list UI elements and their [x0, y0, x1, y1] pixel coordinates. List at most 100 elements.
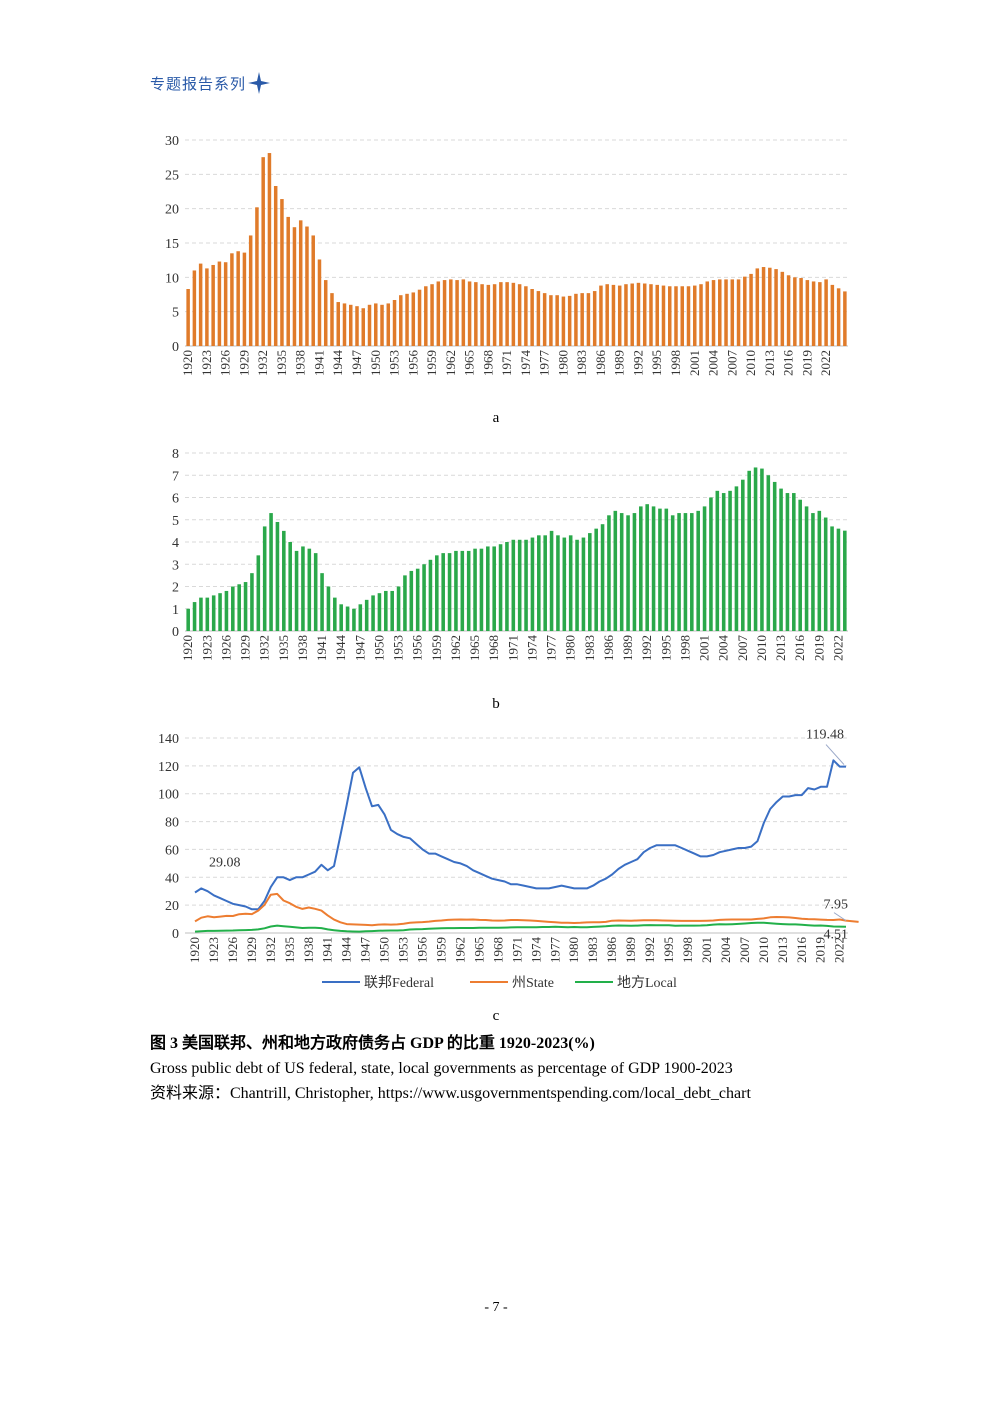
x-tick-label: 1971 — [499, 350, 514, 376]
bar — [836, 528, 841, 631]
bar — [785, 493, 790, 631]
bar — [269, 513, 273, 631]
x-tick-label: 1968 — [480, 350, 495, 376]
x-tick-label: 1944 — [330, 350, 345, 377]
data-label: 4.51 — [824, 928, 849, 943]
bar — [730, 279, 735, 346]
bar — [505, 542, 509, 631]
x-tick-label: 1926 — [218, 350, 233, 377]
data-label: 119.48 — [806, 728, 844, 743]
x-tick-label: 2019 — [811, 635, 826, 661]
bar — [530, 289, 534, 346]
bar — [818, 282, 822, 346]
y-tick-label: 0 — [172, 927, 179, 942]
bar — [761, 267, 766, 346]
bar — [294, 550, 299, 631]
bar — [830, 526, 834, 631]
x-tick-label: 1932 — [257, 635, 272, 661]
star-icon — [248, 72, 271, 94]
x-tick-label: 2007 — [735, 635, 750, 662]
x-tick-label: 2019 — [799, 350, 814, 376]
bar — [626, 515, 630, 631]
x-tick-label: 1938 — [295, 635, 310, 661]
legend-label: 州State — [512, 976, 554, 991]
x-tick-label: 1941 — [320, 937, 335, 963]
y-tick-label: 10 — [165, 271, 179, 286]
bar — [779, 488, 783, 631]
y-tick-label: 140 — [158, 732, 179, 747]
x-tick-label: 2010 — [756, 937, 771, 963]
bar — [492, 284, 497, 346]
bar — [447, 553, 452, 631]
x-tick-label: 1977 — [537, 350, 552, 377]
x-tick-label: 1986 — [593, 350, 608, 377]
bar — [686, 286, 691, 346]
x-tick-label: 1968 — [486, 635, 501, 661]
bar — [611, 284, 616, 346]
bar — [836, 288, 841, 346]
x-tick-label: 1935 — [276, 635, 291, 661]
bar — [530, 537, 535, 631]
x-tick-label: 1920 — [180, 350, 195, 376]
bar — [282, 530, 286, 631]
bar — [384, 590, 388, 631]
x-tick-label: 1923 — [199, 350, 214, 376]
leader-line — [833, 912, 847, 922]
bar — [317, 259, 322, 346]
y-tick-label: 6 — [172, 492, 179, 507]
x-tick-label: 2010 — [743, 350, 758, 376]
x-tick-label: 1980 — [555, 350, 570, 376]
x-tick-label: 1929 — [236, 350, 251, 376]
bar — [639, 506, 643, 631]
x-tick-label: 1938 — [293, 350, 308, 376]
x-tick-label: 1935 — [282, 937, 297, 963]
y-tick-label: 3 — [172, 558, 179, 573]
bar — [205, 268, 209, 346]
bar — [683, 513, 688, 631]
bar — [355, 306, 359, 346]
x-tick-label: 1992 — [630, 350, 645, 376]
bar — [561, 296, 566, 346]
bar — [430, 284, 434, 346]
x-tick-label: 1971 — [505, 635, 520, 661]
x-tick-label: 1965 — [471, 937, 486, 963]
x-tick-label: 1983 — [585, 937, 600, 963]
bar — [371, 595, 375, 631]
bar — [486, 284, 491, 346]
bar — [386, 303, 391, 346]
bar — [441, 553, 445, 631]
bar — [536, 291, 541, 346]
bar — [467, 281, 472, 346]
legend-label: 地方Local — [617, 975, 677, 991]
y-tick-label: 8 — [172, 447, 179, 462]
bar — [594, 528, 598, 631]
x-tick-label: 2019 — [813, 937, 828, 963]
x-tick-label: 1956 — [415, 937, 430, 964]
x-tick-label: 1941 — [311, 350, 326, 376]
x-tick-label: 2016 — [794, 937, 809, 964]
bar — [747, 470, 751, 631]
bar — [498, 544, 503, 631]
bar — [186, 289, 190, 346]
bar — [231, 586, 235, 631]
bar — [424, 286, 428, 346]
x-tick-label: 1956 — [405, 350, 420, 377]
data-label: 29.08 — [209, 855, 241, 870]
bar — [786, 275, 791, 346]
x-tick-label: 1995 — [658, 635, 673, 661]
bar — [390, 590, 394, 631]
bar — [415, 568, 420, 631]
bar — [537, 535, 541, 631]
bar — [734, 486, 739, 631]
y-tick-label: 5 — [172, 306, 179, 321]
x-tick-label: 1974 — [528, 937, 543, 964]
x-tick-label: 1932 — [263, 937, 278, 963]
x-tick-label: 1998 — [677, 635, 692, 661]
x-tick-label: 1977 — [544, 635, 559, 662]
bar — [224, 590, 229, 631]
bar — [211, 264, 215, 346]
bar — [670, 515, 675, 631]
bar — [455, 280, 459, 346]
x-tick-label: 1959 — [433, 937, 448, 963]
bar — [588, 533, 592, 631]
